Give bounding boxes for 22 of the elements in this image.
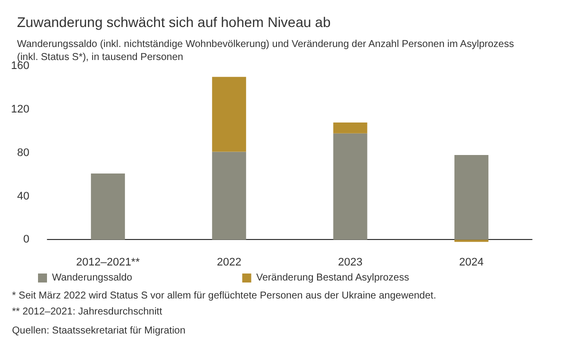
bar (454, 155, 488, 240)
y-tick-label: 80 (17, 146, 30, 159)
bar (90, 174, 125, 240)
legend-label: Wanderungssaldo (52, 272, 133, 284)
chart-subtitle: Wanderungssaldo (inkl. nichtständige Wohnbevölkerung) und Veränderung der Anzahl Personen im Asylprozess (inkl. Status S*), in tausend Personen (17, 39, 514, 63)
bar (212, 152, 246, 240)
x-tick-label: 2022 (216, 256, 242, 268)
source-note: Quellen: Staatssekretariat für Migration (12, 326, 186, 336)
bar (212, 76, 246, 152)
bar (333, 122, 368, 134)
legend-label: Veränderung Bestand Asylprozess (256, 272, 410, 284)
text: * Seit März 2022 wird Status S vor allem für geflüchtete Personen aus der Ukraine angewendet. (12, 290, 436, 302)
y-tick-label: 160 (10, 60, 30, 72)
x-tick-label: 2024 (459, 256, 484, 268)
chart-title: Zuwanderung schwächt sich auf hohem Niveau ab (17, 14, 331, 30)
y-tick-label: 120 (10, 103, 30, 116)
text: ** 2012–2021: Jahresdurchschnitt (12, 306, 162, 318)
x-tick-label: 2023 (338, 256, 362, 268)
x-tick-label: 2012–2021** (76, 256, 140, 268)
bar (333, 133, 368, 240)
y-tick-label: 40 (17, 190, 30, 202)
y-tick-label: 0 (23, 234, 30, 246)
